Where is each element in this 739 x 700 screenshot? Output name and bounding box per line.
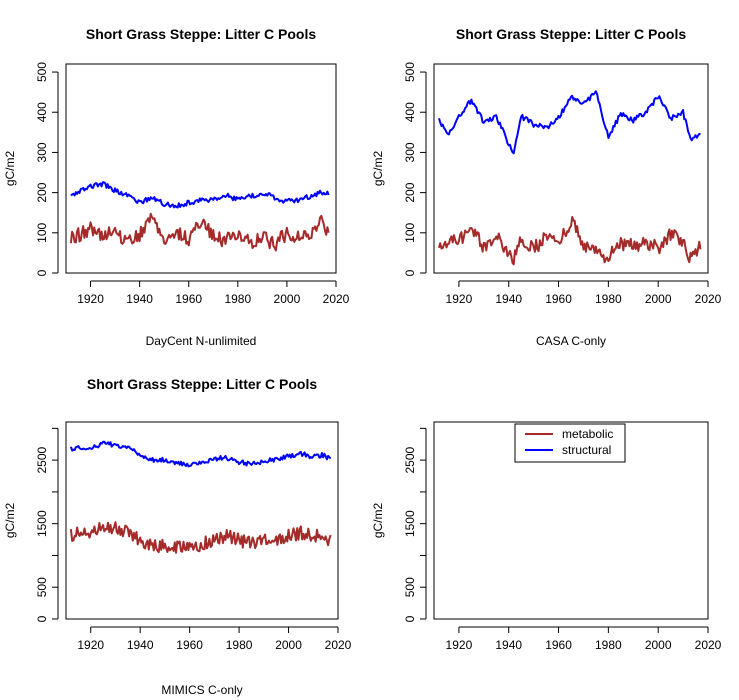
x-tick-label: 1960: [176, 638, 203, 652]
x-tick-label: 2020: [325, 638, 352, 652]
y-tick-label: 300: [403, 142, 417, 162]
y-tick-label: 0: [403, 615, 417, 622]
y-tick-label: 500: [35, 62, 49, 82]
y-axis-label: gC/m2: [3, 503, 17, 539]
chart-panel-2: Short Grass Steppe: Litter C Pools 1920 19…: [371, 26, 722, 348]
x-tick-label: 1980: [224, 292, 251, 306]
y-tick-label: 400: [403, 102, 417, 122]
legend-label-metabolic: metabolic: [562, 427, 613, 441]
y-tick-label: 500: [403, 62, 417, 82]
series-line-structural: [70, 181, 330, 209]
x-tick-label: 2000: [275, 638, 302, 652]
series-line-metabolic: [69, 212, 330, 252]
plot-frame: [65, 421, 339, 620]
x-tick-label: 1980: [595, 292, 622, 306]
x-tick-label: 1940: [126, 292, 153, 306]
y-tick-label: 1500: [403, 510, 417, 537]
plot-frame: [65, 63, 337, 274]
x-axis-label: MIMICS C-only: [161, 683, 242, 697]
series-line-structural: [69, 440, 332, 468]
legend: metabolic structural: [514, 423, 626, 463]
y-tick-label: 100: [403, 222, 417, 242]
legend-box: [514, 423, 626, 463]
x-tick-label: 1920: [446, 638, 473, 652]
y-tick-label: 0: [403, 269, 417, 276]
x-tick-label: 1960: [545, 292, 572, 306]
x-axis-label: CASA C-only: [536, 334, 606, 348]
x-tick-label: 1920: [77, 292, 104, 306]
chart-title: Short Grass Steppe: Litter C Pools: [456, 26, 686, 42]
series-line-metabolic: [438, 216, 702, 266]
series-line-structural: [438, 90, 701, 155]
y-axis-label: gC/m2: [371, 503, 385, 539]
x-tick-label: 1920: [446, 292, 473, 306]
y-tick-label: 0: [35, 269, 49, 276]
x-tick-label: 1980: [595, 638, 622, 652]
x-tick-label: 2020: [695, 638, 722, 652]
x-tick-label: 2000: [645, 638, 672, 652]
y-tick-label: 200: [35, 182, 49, 202]
x-tick-label: 2000: [274, 292, 301, 306]
y-tick-label: 400: [35, 102, 49, 122]
y-tick-label: 200: [403, 182, 417, 202]
y-tick-label: 100: [35, 222, 49, 242]
x-tick-label: 1940: [495, 292, 522, 306]
x-tick-label: 1960: [175, 292, 202, 306]
plot-frame: [433, 421, 709, 620]
x-tick-label: 2020: [323, 292, 350, 306]
x-tick-label: 2020: [695, 292, 722, 306]
y-tick-label: 1500: [35, 510, 49, 537]
chart-panel-1: Short Grass Steppe: Litter C Pools 1920 19…: [3, 26, 350, 348]
y-tick-label: 300: [35, 142, 49, 162]
chart-title: Short Grass Steppe: Litter C Pools: [86, 26, 316, 42]
y-tick-label: 500: [403, 577, 417, 597]
x-tick-label: 1940: [127, 638, 154, 652]
y-axis-label: gC/m2: [3, 151, 17, 187]
plot-frame: [433, 63, 709, 274]
x-tick-label: 1940: [495, 638, 522, 652]
x-tick-label: 1920: [77, 638, 104, 652]
x-axis-label: DayCent N-unlimited: [146, 334, 257, 348]
x-tick-label: 2000: [645, 292, 672, 306]
x-tick-label: 1960: [545, 638, 572, 652]
chart-title: Short Grass Steppe: Litter C Pools: [87, 376, 317, 392]
y-axis-label: gC/m2: [371, 151, 385, 187]
y-tick-label: 2500: [35, 446, 49, 473]
y-tick-label: 500: [35, 577, 49, 597]
chart-panel-4: 1920 1940 1960 1980 2000 2020 0 500 1500 2500 gC/m…: [371, 421, 722, 652]
y-tick-label: 2500: [403, 446, 417, 473]
chart-panel-3: Short Grass Steppe: Litter C Pools 1920 19…: [3, 376, 352, 697]
series-line-metabolic: [69, 521, 332, 554]
legend-label-structural: structural: [562, 443, 611, 457]
y-tick-label: 0: [35, 615, 49, 622]
x-tick-label: 1980: [226, 638, 253, 652]
